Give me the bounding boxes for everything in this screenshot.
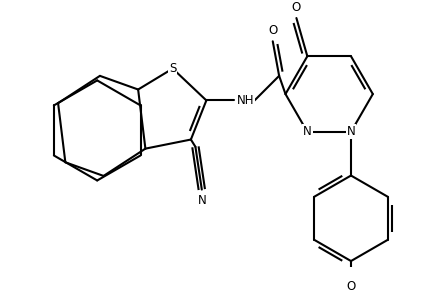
Text: O: O [292, 1, 301, 14]
Text: NH: NH [237, 94, 254, 107]
Text: N: N [347, 125, 356, 138]
Text: N: N [198, 194, 206, 207]
Text: O: O [268, 24, 277, 37]
Text: O: O [346, 280, 356, 290]
Text: N: N [303, 125, 312, 138]
Text: S: S [169, 62, 176, 75]
